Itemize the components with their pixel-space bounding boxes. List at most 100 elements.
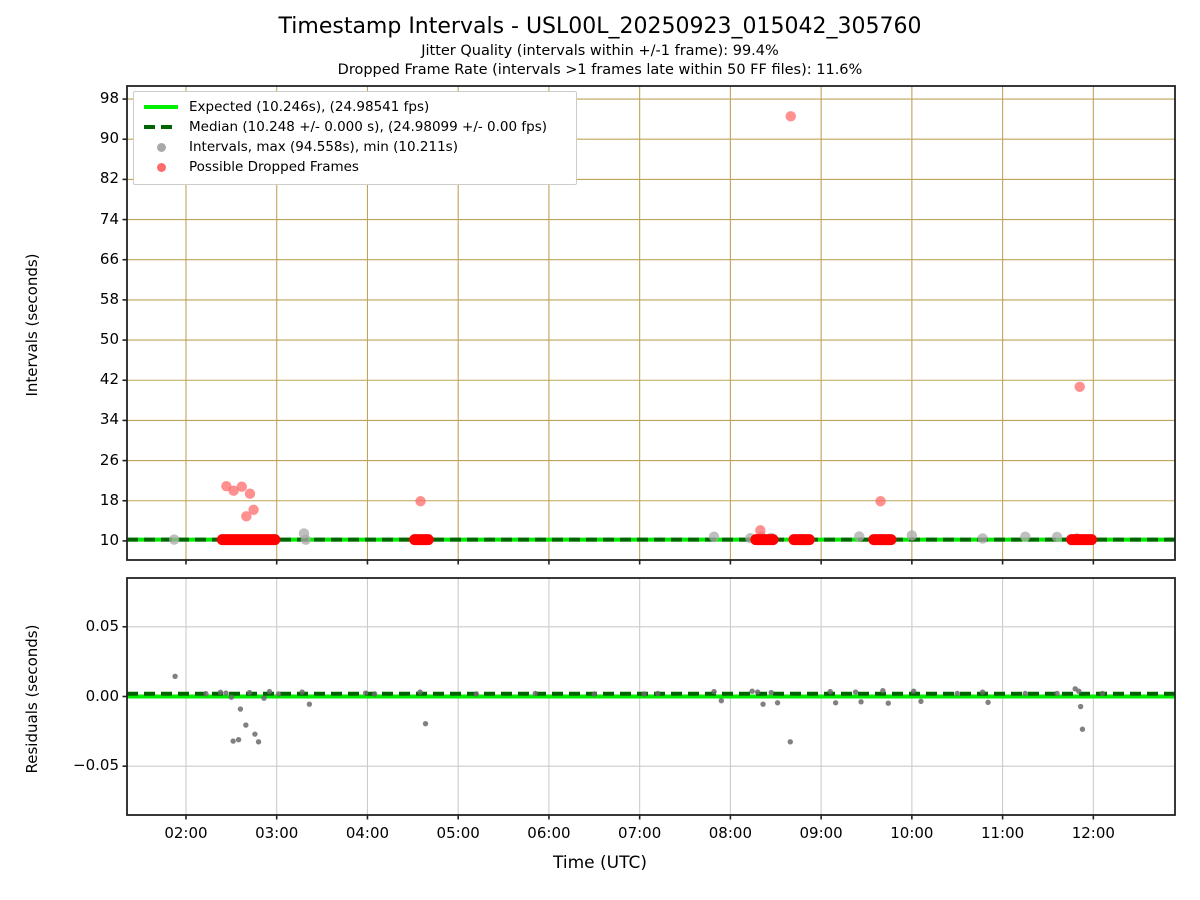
data-point	[641, 691, 647, 697]
residuals-plot	[122, 577, 1176, 820]
data-point	[885, 700, 891, 706]
data-point	[237, 706, 244, 712]
x-tick-label: 04:00	[345, 824, 390, 842]
data-point	[223, 690, 229, 696]
data-point	[1099, 690, 1106, 697]
y-tick-label: −0.05	[73, 756, 119, 775]
data-point	[372, 691, 378, 697]
x-tick-label: 08:00	[708, 824, 752, 842]
x-tick-label: 05:00	[436, 824, 480, 842]
y-tick-label: 0.00	[85, 686, 119, 705]
data-point	[243, 722, 249, 728]
y-tick-label: 74	[99, 209, 119, 228]
data-point	[754, 689, 761, 695]
data-point	[228, 485, 239, 496]
dropped-marker-swatch	[141, 162, 181, 172]
data-point	[1020, 531, 1031, 542]
data-point	[266, 688, 273, 695]
legend-label-expected: Expected (10.246s), (24.98541 fps)	[189, 99, 430, 115]
data-point	[248, 504, 259, 515]
y-tick-label: 26	[99, 450, 119, 469]
data-point	[1051, 531, 1063, 543]
data-point	[275, 691, 282, 697]
y-tick-label: 58	[99, 289, 119, 308]
y-tick-label: 66	[99, 249, 119, 268]
data-point	[591, 691, 597, 697]
data-point	[979, 689, 986, 695]
legend-label-dropped: Possible Dropped Frames	[189, 159, 359, 175]
data-point	[230, 738, 236, 744]
data-point	[918, 698, 924, 705]
data-point	[172, 673, 178, 679]
data-point	[228, 694, 235, 700]
data-point	[252, 731, 258, 737]
data-point	[954, 690, 960, 697]
data-point	[655, 690, 661, 697]
legend: Expected (10.246s), (24.98541 fps) Media…	[133, 91, 577, 185]
data-point	[985, 699, 991, 706]
data-point	[422, 720, 429, 727]
y-tick-label: 50	[99, 330, 119, 349]
data-point	[255, 739, 262, 745]
legend-item-expected: Expected (10.246s), (24.98541 fps)	[141, 97, 568, 117]
data-point	[241, 511, 252, 522]
y-tick-label: 82	[99, 169, 119, 188]
expected-line-swatch	[141, 105, 181, 109]
y-tick-label: 42	[99, 370, 119, 389]
data-point	[880, 687, 886, 694]
legend-label-median: Median (10.248 +/- 0.000 s), (24.98099 +…	[189, 119, 548, 135]
data-point	[532, 690, 539, 697]
legend-item-intervals: Intervals, max (94.558s), min (10.211s)	[141, 137, 568, 157]
data-point	[300, 534, 311, 545]
data-point	[1079, 726, 1086, 732]
x-tick-label: 06:00	[527, 824, 571, 842]
data-point	[235, 737, 242, 743]
y-tick-label: 0.05	[85, 616, 119, 635]
data-point	[854, 531, 865, 542]
data-point	[832, 700, 839, 706]
y-tick-label: 10	[99, 530, 119, 549]
x-tick-label: 09:00	[799, 824, 843, 842]
data-point	[1054, 690, 1060, 697]
data-point	[168, 534, 180, 545]
data-point	[875, 496, 886, 507]
data-point	[749, 688, 755, 694]
data-point	[774, 700, 781, 706]
data-point	[1077, 703, 1084, 710]
data-point	[1074, 381, 1085, 392]
data-point	[1076, 688, 1082, 694]
data-point	[217, 689, 224, 696]
x-tick-label: 02:00	[164, 824, 208, 842]
data-point	[755, 525, 766, 536]
data-point	[306, 701, 313, 707]
x-tick-label: 12:00	[1071, 824, 1115, 842]
data-point	[787, 739, 793, 745]
data-point	[244, 488, 256, 499]
x-tick-label: 11:00	[980, 824, 1025, 842]
data-point	[711, 688, 717, 695]
legend-item-dropped: Possible Dropped Frames	[141, 157, 568, 177]
data-point	[852, 689, 859, 695]
data-point	[768, 689, 774, 696]
data-point	[906, 530, 918, 541]
data-point	[473, 691, 480, 697]
data-point	[203, 691, 209, 697]
x-tick-label: 10:00	[890, 824, 934, 842]
data-point	[760, 701, 766, 707]
data-point	[785, 111, 796, 122]
data-point	[236, 481, 247, 492]
x-tick-label: 03:00	[255, 824, 299, 842]
data-point	[910, 688, 917, 694]
data-point	[708, 531, 720, 542]
intervals-marker-swatch	[141, 142, 181, 152]
data-point	[718, 697, 725, 704]
data-point	[1022, 690, 1028, 697]
data-point	[417, 689, 423, 695]
time-x-axis-label: Time (UTC)	[553, 853, 647, 873]
y-tick-label: 90	[99, 129, 119, 148]
data-point	[858, 699, 864, 705]
y-tick-label: 34	[99, 410, 119, 429]
data-point	[261, 695, 267, 701]
data-point	[246, 689, 253, 696]
